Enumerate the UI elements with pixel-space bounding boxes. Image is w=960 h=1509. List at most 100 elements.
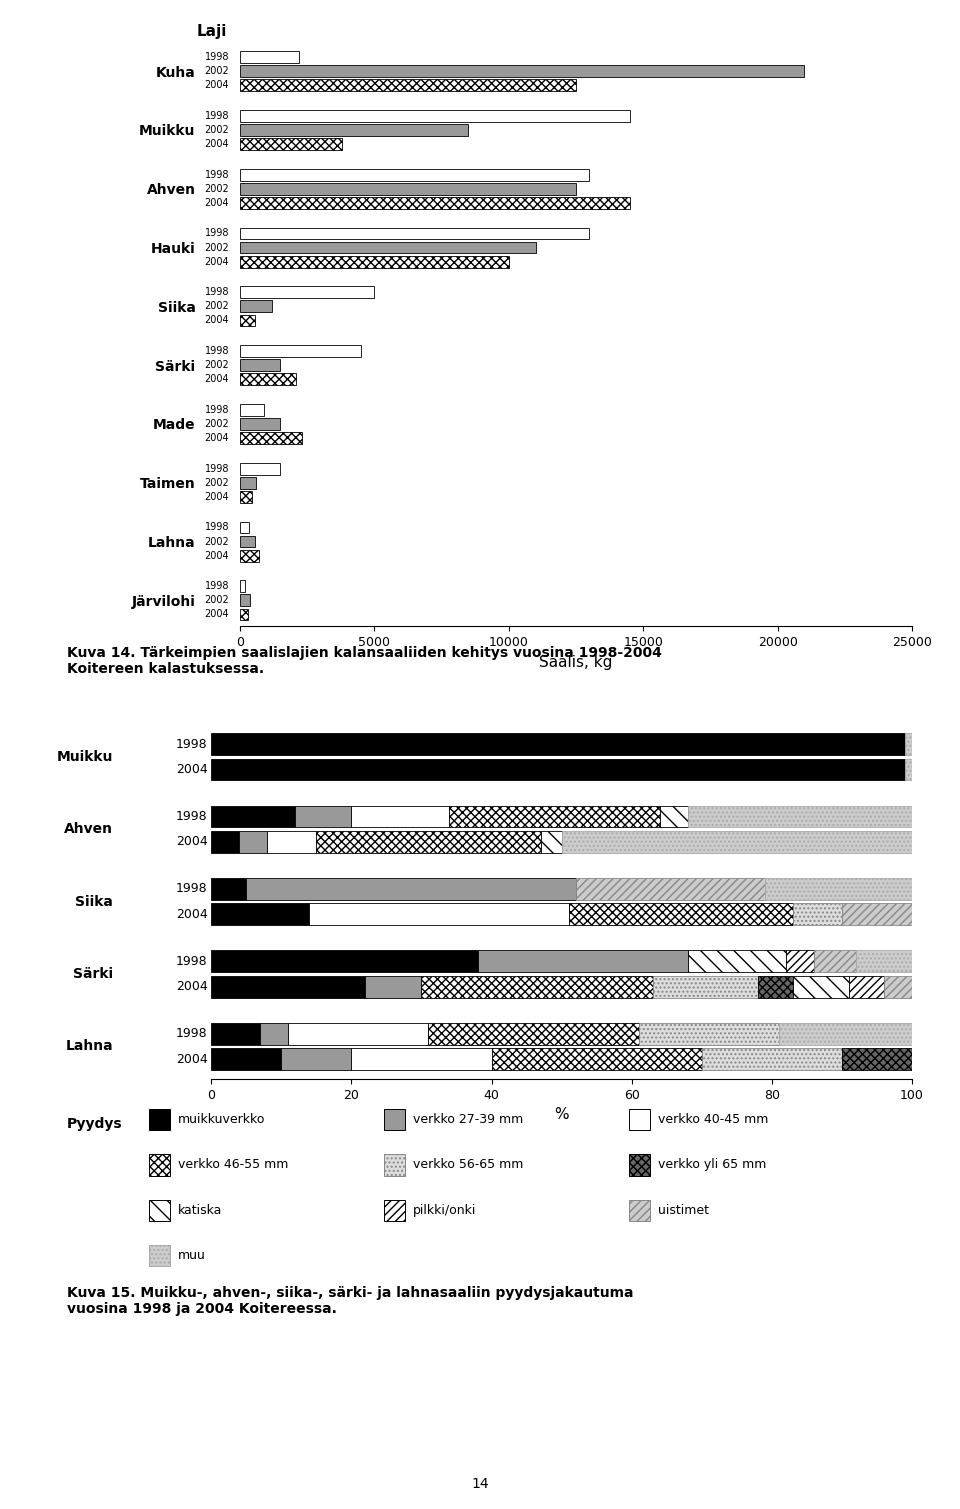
Bar	[240, 581, 245, 592]
Bar	[240, 536, 254, 548]
Bar	[240, 373, 297, 385]
Bar	[211, 951, 477, 972]
Bar	[240, 228, 589, 240]
Bar	[576, 878, 765, 899]
Bar	[568, 904, 793, 925]
Bar	[211, 1023, 260, 1044]
Text: Särki: Särki	[73, 967, 113, 981]
Bar	[240, 432, 301, 444]
Bar	[449, 806, 660, 827]
Bar	[240, 241, 536, 254]
Text: uistimet: uistimet	[658, 1204, 708, 1216]
Bar	[211, 806, 296, 827]
Text: Kuva 15. Muikku-, ahven-, siika-, särki- ja lahnasaaliin pyydysjakautuma
vuosina: Kuva 15. Muikku-, ahven-, siika-, särki-…	[67, 1286, 634, 1316]
Text: 2004: 2004	[176, 981, 207, 993]
Bar	[660, 806, 687, 827]
Bar	[267, 831, 317, 853]
Text: 2002: 2002	[204, 478, 229, 487]
Text: 2002: 2002	[204, 243, 229, 252]
Bar	[477, 951, 687, 972]
Bar	[317, 831, 540, 853]
Text: 1998: 1998	[204, 51, 229, 62]
Bar	[240, 287, 374, 299]
Bar	[211, 904, 309, 925]
Text: Muikku: Muikku	[57, 750, 113, 764]
Text: 2002: 2002	[204, 66, 229, 75]
Text: pilkki/onki: pilkki/onki	[413, 1204, 476, 1216]
Bar	[246, 878, 576, 899]
Text: 2004: 2004	[176, 1053, 207, 1065]
Bar	[240, 300, 273, 312]
Text: verkko 46-55 mm: verkko 46-55 mm	[178, 1159, 288, 1171]
Bar	[351, 1049, 492, 1070]
Bar	[240, 418, 280, 430]
X-axis label: Saalis, kg: Saalis, kg	[540, 655, 612, 670]
Bar	[793, 976, 849, 997]
Text: 1998: 1998	[204, 346, 229, 356]
Text: 1998: 1998	[176, 1028, 207, 1040]
Bar	[211, 733, 905, 754]
Bar	[211, 878, 246, 899]
Text: 2004: 2004	[204, 80, 229, 91]
Text: 2004: 2004	[204, 315, 229, 326]
Text: 2004: 2004	[176, 836, 207, 848]
Bar	[905, 733, 912, 754]
Bar	[757, 976, 793, 997]
Bar	[884, 976, 912, 997]
Text: 1998: 1998	[176, 810, 207, 822]
Text: muu: muu	[178, 1249, 205, 1262]
Text: 1998: 1998	[204, 522, 229, 533]
Text: 1998: 1998	[176, 738, 207, 750]
Text: 2004: 2004	[176, 908, 207, 920]
Bar	[240, 139, 342, 149]
Text: Siika: Siika	[75, 895, 113, 908]
Bar	[240, 51, 300, 63]
Bar	[786, 951, 814, 972]
Text: 2004: 2004	[204, 551, 229, 561]
Text: 1998: 1998	[176, 883, 207, 895]
Bar	[366, 976, 421, 997]
Text: verkko 56-65 mm: verkko 56-65 mm	[413, 1159, 523, 1171]
Bar	[687, 806, 912, 827]
Bar	[309, 904, 568, 925]
Bar	[492, 1049, 702, 1070]
Bar	[540, 831, 562, 853]
Bar	[240, 463, 280, 474]
Text: 1998: 1998	[176, 955, 207, 967]
Bar	[240, 80, 576, 91]
Text: 1998: 1998	[204, 287, 229, 297]
Bar	[240, 314, 254, 326]
Bar	[842, 904, 912, 925]
Text: Laji: Laji	[196, 24, 227, 39]
Bar	[240, 359, 280, 371]
Text: Ahven: Ahven	[64, 822, 113, 836]
Bar	[562, 831, 912, 853]
Text: 2004: 2004	[204, 433, 229, 444]
Text: 14: 14	[471, 1477, 489, 1491]
Bar	[856, 951, 912, 972]
Bar	[240, 124, 468, 136]
Bar	[211, 976, 366, 997]
Bar	[687, 951, 786, 972]
Bar	[702, 1049, 842, 1070]
Bar	[351, 806, 449, 827]
Bar	[240, 595, 251, 607]
Text: 2002: 2002	[204, 184, 229, 193]
Bar	[211, 1049, 281, 1070]
Bar	[240, 490, 252, 502]
Text: 2004: 2004	[204, 139, 229, 149]
Text: muikkuverkko: muikkuverkko	[178, 1114, 265, 1126]
Text: 2004: 2004	[204, 257, 229, 267]
Bar	[638, 1023, 779, 1044]
Bar	[240, 477, 256, 489]
Bar	[240, 404, 264, 415]
Bar	[288, 1023, 428, 1044]
Bar	[211, 831, 239, 853]
Text: 1998: 1998	[204, 169, 229, 180]
Bar	[905, 759, 912, 780]
Bar	[240, 169, 589, 181]
Bar	[779, 1023, 912, 1044]
Text: verkko 40-45 mm: verkko 40-45 mm	[658, 1114, 768, 1126]
Text: 1998: 1998	[204, 110, 229, 121]
Text: Lahna: Lahna	[65, 1040, 113, 1053]
